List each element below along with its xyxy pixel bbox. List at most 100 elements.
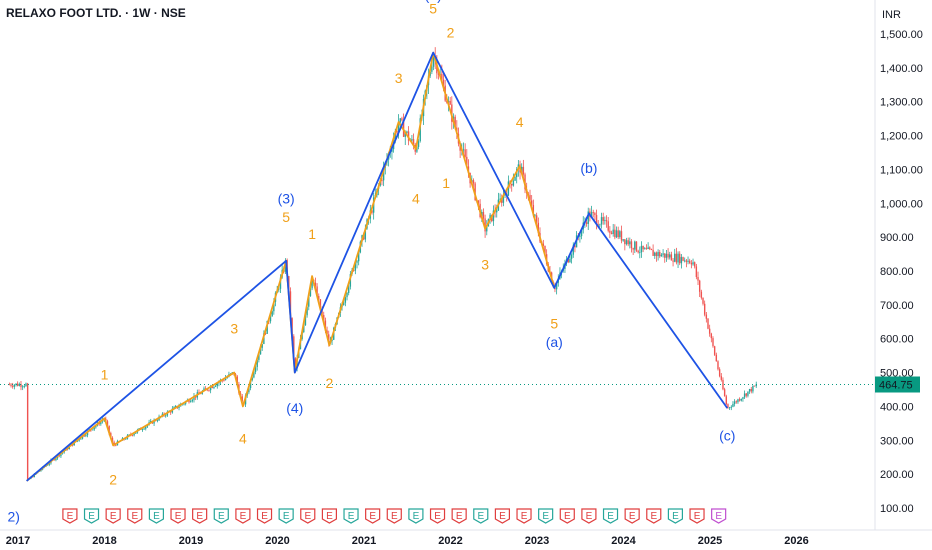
earnings-badge[interactable]: E xyxy=(278,508,294,524)
earnings-badge[interactable]: E xyxy=(494,508,510,524)
candle-body xyxy=(472,180,475,184)
candle-body xyxy=(722,379,724,390)
earnings-badge[interactable]: E xyxy=(473,508,489,524)
earnings-badge[interactable]: E xyxy=(148,508,164,524)
candle-body xyxy=(590,212,593,218)
candle-body xyxy=(8,384,11,386)
earnings-badge[interactable]: E xyxy=(408,508,424,524)
candle-body xyxy=(26,383,29,480)
candle-body xyxy=(496,210,498,213)
earnings-badge-label: E xyxy=(694,511,701,522)
earnings-badge[interactable]: E xyxy=(365,508,381,524)
wave-label: 3 xyxy=(481,256,489,272)
earnings-badge[interactable]: E xyxy=(689,508,705,524)
candle-body xyxy=(707,318,709,329)
earnings-badge[interactable]: E xyxy=(235,508,251,524)
earnings-badge[interactable]: E xyxy=(170,508,186,524)
earnings-badge-label: E xyxy=(542,511,549,522)
candle-body xyxy=(406,131,408,133)
y-tick-label: 400.00 xyxy=(880,401,914,413)
x-tick-label: 2017 xyxy=(6,535,30,547)
candle-body xyxy=(585,222,588,224)
earnings-badge[interactable]: E xyxy=(83,508,100,524)
time-axis[interactable]: 2017 2018 2019 2020 2021 2022 2023 2024 2025 2026 xyxy=(6,535,809,547)
candle-body xyxy=(462,149,465,151)
earnings-badge[interactable]: E xyxy=(711,508,727,524)
earnings-badge[interactable]: E xyxy=(192,508,208,524)
candle-body xyxy=(702,297,704,304)
candle-body xyxy=(352,269,355,271)
candle-body xyxy=(732,403,734,407)
candle-body xyxy=(254,366,257,372)
earnings-badge-shape xyxy=(105,508,121,524)
candle-body xyxy=(273,301,275,312)
candle-body xyxy=(627,240,629,245)
earnings-badge[interactable]: E xyxy=(386,508,402,524)
candle-body xyxy=(278,288,280,290)
earnings-badge[interactable]: E xyxy=(646,508,662,524)
candle-body xyxy=(614,229,616,238)
earnings-badge[interactable]: E xyxy=(127,508,143,524)
candle-body xyxy=(619,231,621,238)
earnings-badge[interactable]: E xyxy=(343,508,359,524)
candle-body xyxy=(396,131,398,133)
candle-body xyxy=(738,399,741,401)
wave-label: 3 xyxy=(230,321,238,337)
earnings-badge-label: E xyxy=(240,511,247,522)
wave-label: 3 xyxy=(395,70,403,86)
candle-body xyxy=(484,218,486,232)
earnings-badge-label: E xyxy=(261,511,268,522)
candle-body xyxy=(644,248,646,250)
candle-body xyxy=(567,258,569,263)
earnings-badge-shape xyxy=(83,508,100,524)
y-tick-label: 200.00 xyxy=(880,469,914,481)
earnings-badge[interactable]: E xyxy=(581,508,597,524)
earnings-badge[interactable]: E xyxy=(602,508,619,524)
earnings-badge[interactable]: E xyxy=(300,508,316,524)
earnings-badge[interactable]: E xyxy=(624,508,640,524)
candle-body xyxy=(748,389,751,392)
earnings-badge[interactable]: E xyxy=(559,508,575,524)
candle-body xyxy=(108,425,110,434)
candle-body xyxy=(750,389,752,392)
candle-body xyxy=(211,386,213,389)
wave-label: 1 xyxy=(308,226,316,242)
candle-body xyxy=(693,262,696,267)
candle-body xyxy=(143,428,145,430)
candle-body xyxy=(610,232,613,234)
candle-body xyxy=(91,429,94,431)
candle-body xyxy=(657,251,659,257)
candle-body xyxy=(680,257,683,264)
candle-body xyxy=(730,406,732,408)
x-tick-label: 2018 xyxy=(92,535,116,547)
candle-body xyxy=(529,194,531,201)
price-axis[interactable]: INR100.00200.00300.00400.00500.00600.007… xyxy=(875,9,923,515)
earnings-badge-shape xyxy=(667,508,683,524)
candle-body xyxy=(489,214,491,219)
earnings-badge[interactable]: E xyxy=(667,508,683,524)
candle-body xyxy=(492,210,495,222)
earnings-badge-label: E xyxy=(499,511,506,522)
candle-body xyxy=(416,146,418,152)
earnings-badge[interactable]: E xyxy=(105,508,121,524)
earnings-badge[interactable]: E xyxy=(516,508,532,524)
earnings-badge[interactable]: E xyxy=(321,508,337,524)
candle-body xyxy=(720,376,723,380)
earnings-badge[interactable]: E xyxy=(62,508,78,524)
earnings-badge-shape xyxy=(321,508,337,524)
earnings-badge-shape xyxy=(62,508,78,524)
earnings-badge[interactable]: E xyxy=(213,508,229,524)
wave-label: 4 xyxy=(516,114,524,130)
earnings-badge[interactable]: E xyxy=(429,508,446,524)
earnings-badge[interactable]: E xyxy=(451,508,467,524)
candle-body xyxy=(193,395,195,400)
earnings-badge[interactable]: E xyxy=(256,508,273,524)
candle-body xyxy=(579,236,581,237)
candle-body xyxy=(630,241,633,249)
candle-body xyxy=(13,384,16,387)
x-tick-label: 2019 xyxy=(179,535,203,547)
earnings-badge[interactable]: E xyxy=(538,508,554,524)
